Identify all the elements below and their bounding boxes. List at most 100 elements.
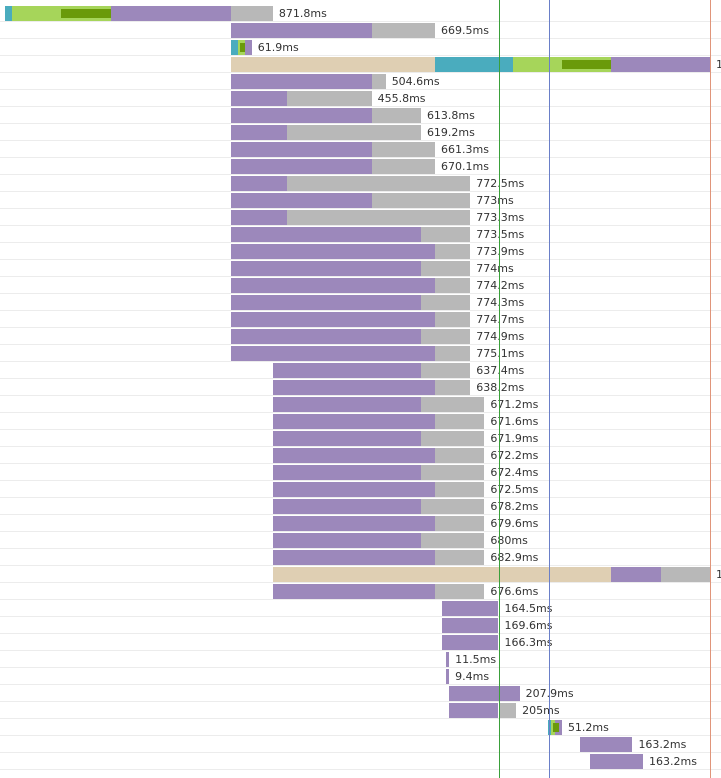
request-row[interactable]: 207.9ms xyxy=(0,685,721,702)
timing-dns-bar xyxy=(435,57,513,72)
request-row[interactable]: 676.6ms xyxy=(0,583,721,600)
request-row[interactable]: 504.6ms xyxy=(0,73,721,90)
request-row[interactable]: 638.2ms xyxy=(0,379,721,396)
timing-receive-bar xyxy=(435,278,471,293)
duration-label: 51.2ms xyxy=(567,721,609,734)
request-row[interactable]: 680ms xyxy=(0,532,721,549)
timing-receive-bar xyxy=(435,346,471,361)
timing-receive-bar xyxy=(420,397,485,412)
request-row[interactable]: 671.9ms xyxy=(0,430,721,447)
request-row[interactable]: 774.3ms xyxy=(0,294,721,311)
timing-receive-bar xyxy=(371,74,386,89)
timing-receive-bar xyxy=(420,499,485,514)
duration-label: 775.1ms xyxy=(476,347,525,360)
request-row[interactable]: 163.2ms xyxy=(0,736,721,753)
timing-wait-bar xyxy=(590,754,644,769)
timing-receive-bar xyxy=(371,108,421,123)
duration-label: 679.6ms xyxy=(490,517,539,530)
request-row[interactable]: 637.4ms xyxy=(0,362,721,379)
timing-wait-bar xyxy=(230,91,287,106)
request-row[interactable]: 205ms xyxy=(0,702,721,719)
duration-label: 205ms xyxy=(522,704,560,717)
request-row[interactable]: 1 xyxy=(0,56,721,73)
request-row[interactable]: 672.2ms xyxy=(0,447,721,464)
duration-label: 671.9ms xyxy=(490,432,539,445)
request-row[interactable]: 455.8ms xyxy=(0,90,721,107)
request-row[interactable]: 51.2ms xyxy=(0,719,721,736)
request-row[interactable]: 772.5ms xyxy=(0,175,721,192)
timing-receive-bar xyxy=(435,448,485,463)
timing-receive-bar xyxy=(420,295,471,310)
duration-label: 671.2ms xyxy=(490,398,539,411)
request-row[interactable]: 672.4ms xyxy=(0,464,721,481)
timing-receive-bar xyxy=(287,210,471,225)
timing-wait-bar xyxy=(272,363,421,378)
timing-ssl-bar xyxy=(561,60,612,69)
duration-label: 455.8ms xyxy=(377,92,426,105)
request-row[interactable]: 164.5ms xyxy=(0,600,721,617)
timing-ssl-bar xyxy=(553,723,560,732)
timing-wait-bar xyxy=(230,278,436,293)
duration-label: 773.5ms xyxy=(476,228,525,241)
request-row[interactable]: 672.5ms xyxy=(0,481,721,498)
duration-label: 676.6ms xyxy=(490,585,539,598)
timing-wait-bar xyxy=(230,125,287,140)
request-row[interactable]: 871.8ms xyxy=(0,5,721,22)
request-row[interactable]: 773.5ms xyxy=(0,226,721,243)
request-row[interactable]: 671.2ms xyxy=(0,396,721,413)
request-row[interactable]: 661.3ms xyxy=(0,141,721,158)
timing-receive-bar xyxy=(420,329,471,344)
timing-receive-bar xyxy=(371,142,436,157)
timing-receive-bar xyxy=(420,533,485,548)
request-row[interactable]: 670.1ms xyxy=(0,158,721,175)
duration-label: 613.8ms xyxy=(426,109,475,122)
timing-wait-bar xyxy=(272,380,436,395)
timing-receive-bar xyxy=(420,465,485,480)
request-row[interactable]: 682.9ms xyxy=(0,549,721,566)
timing-wait-bar xyxy=(230,261,421,276)
timing-receive-bar xyxy=(435,516,485,531)
request-row[interactable]: 671.6ms xyxy=(0,413,721,430)
request-row[interactable]: 774.9ms xyxy=(0,328,721,345)
timing-receive-bar xyxy=(420,261,471,276)
timing-receive-bar xyxy=(371,193,471,208)
timing-ssl-bar xyxy=(61,9,111,18)
request-row[interactable]: 774.2ms xyxy=(0,277,721,294)
timing-wait-bar xyxy=(244,40,252,55)
duration-label: 166.3ms xyxy=(504,636,553,649)
request-row[interactable]: 166.3ms xyxy=(0,634,721,651)
duration-label: 774.9ms xyxy=(476,330,525,343)
request-row[interactable]: 9.4ms xyxy=(0,668,721,685)
duration-label: 11.5ms xyxy=(455,653,497,666)
request-row[interactable]: 774ms xyxy=(0,260,721,277)
duration-label: 670.1ms xyxy=(441,160,489,173)
timing-receive-bar xyxy=(287,125,421,140)
request-row[interactable]: 61.9ms xyxy=(0,39,721,56)
request-row[interactable]: 773.9ms xyxy=(0,243,721,260)
timing-wait-bar xyxy=(442,635,499,650)
timing-wait-bar xyxy=(230,227,421,242)
timing-receive-bar xyxy=(435,414,485,429)
request-row[interactable]: 678.2ms xyxy=(0,498,721,515)
timing-wait-bar xyxy=(445,669,450,684)
request-row[interactable]: 773.3ms xyxy=(0,209,721,226)
request-row[interactable]: 11.5ms xyxy=(0,651,721,668)
request-row[interactable]: 619.2ms xyxy=(0,124,721,141)
timing-wait-bar xyxy=(449,686,520,701)
duration-label: 772.5ms xyxy=(476,177,525,190)
request-row[interactable]: 163.2ms xyxy=(0,753,721,770)
request-row[interactable]: 679.6ms xyxy=(0,515,721,532)
request-row[interactable]: 669.5ms xyxy=(0,22,721,39)
timing-wait-bar xyxy=(272,397,421,412)
duration-label: 637.4ms xyxy=(476,364,525,377)
timing-wait-bar xyxy=(230,159,372,174)
request-row[interactable]: 1 xyxy=(0,566,721,583)
request-row[interactable]: 169.6ms xyxy=(0,617,721,634)
request-row[interactable]: 774.7ms xyxy=(0,311,721,328)
duration-label: 669.5ms xyxy=(441,24,489,37)
timing-receive-bar xyxy=(420,227,471,242)
request-row[interactable]: 773ms xyxy=(0,192,721,209)
request-row[interactable]: 613.8ms xyxy=(0,107,721,124)
request-row[interactable]: 775.1ms xyxy=(0,345,721,362)
